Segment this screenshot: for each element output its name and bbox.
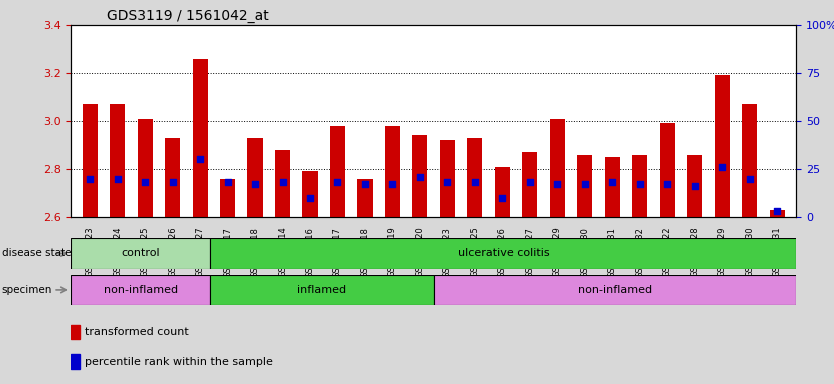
Bar bbox=[632, 155, 647, 217]
Text: transformed count: transformed count bbox=[85, 327, 188, 337]
Bar bbox=[715, 75, 730, 217]
Bar bbox=[550, 119, 565, 217]
Text: non-inflamed: non-inflamed bbox=[578, 285, 652, 295]
Bar bbox=[770, 210, 785, 217]
Point bbox=[414, 174, 427, 180]
Point bbox=[359, 181, 372, 187]
Point bbox=[523, 179, 536, 185]
Bar bbox=[605, 157, 620, 217]
Bar bbox=[83, 104, 98, 217]
Point bbox=[111, 175, 124, 182]
Bar bbox=[138, 119, 153, 217]
Text: inflamed: inflamed bbox=[298, 285, 347, 295]
Point bbox=[495, 195, 509, 201]
Bar bbox=[71, 275, 210, 305]
Point bbox=[661, 181, 674, 187]
Text: ulcerative colitis: ulcerative colitis bbox=[458, 248, 550, 258]
Point bbox=[440, 179, 454, 185]
Point bbox=[138, 179, 152, 185]
Point bbox=[578, 181, 591, 187]
Bar bbox=[210, 238, 796, 269]
Bar bbox=[660, 123, 675, 217]
Bar bbox=[71, 324, 80, 339]
Point bbox=[331, 179, 344, 185]
Bar bbox=[687, 155, 702, 217]
Bar bbox=[193, 59, 208, 217]
Point bbox=[605, 179, 619, 185]
Point bbox=[221, 179, 234, 185]
Bar bbox=[742, 104, 757, 217]
Point bbox=[771, 208, 784, 214]
Bar bbox=[210, 275, 434, 305]
Text: non-inflamed: non-inflamed bbox=[103, 285, 178, 295]
Bar bbox=[522, 152, 537, 217]
Text: specimen: specimen bbox=[2, 285, 52, 295]
Point bbox=[276, 179, 289, 185]
Bar bbox=[71, 238, 210, 269]
Bar bbox=[440, 140, 455, 217]
Bar bbox=[330, 126, 345, 217]
Bar bbox=[110, 104, 125, 217]
Bar bbox=[220, 179, 235, 217]
Bar bbox=[434, 275, 796, 305]
Bar bbox=[412, 136, 428, 217]
Text: percentile rank within the sample: percentile rank within the sample bbox=[85, 357, 273, 367]
Bar bbox=[303, 171, 318, 217]
Bar bbox=[385, 126, 400, 217]
Bar bbox=[495, 167, 510, 217]
Point bbox=[550, 181, 564, 187]
Point bbox=[249, 181, 262, 187]
Point bbox=[386, 181, 399, 187]
Point bbox=[688, 183, 701, 189]
Point bbox=[633, 181, 646, 187]
Point bbox=[166, 179, 179, 185]
Bar bbox=[165, 138, 180, 217]
Point bbox=[468, 179, 481, 185]
Bar bbox=[275, 150, 290, 217]
Point bbox=[83, 175, 97, 182]
Text: disease state: disease state bbox=[2, 248, 71, 258]
Point bbox=[743, 175, 756, 182]
Point bbox=[716, 164, 729, 170]
Point bbox=[193, 156, 207, 162]
Bar bbox=[248, 138, 263, 217]
Text: control: control bbox=[121, 248, 160, 258]
Bar bbox=[358, 179, 373, 217]
Bar bbox=[467, 138, 482, 217]
Bar bbox=[577, 155, 592, 217]
Text: GDS3119 / 1561042_at: GDS3119 / 1561042_at bbox=[107, 8, 269, 23]
Bar bbox=[71, 354, 80, 369]
Point bbox=[304, 195, 317, 201]
